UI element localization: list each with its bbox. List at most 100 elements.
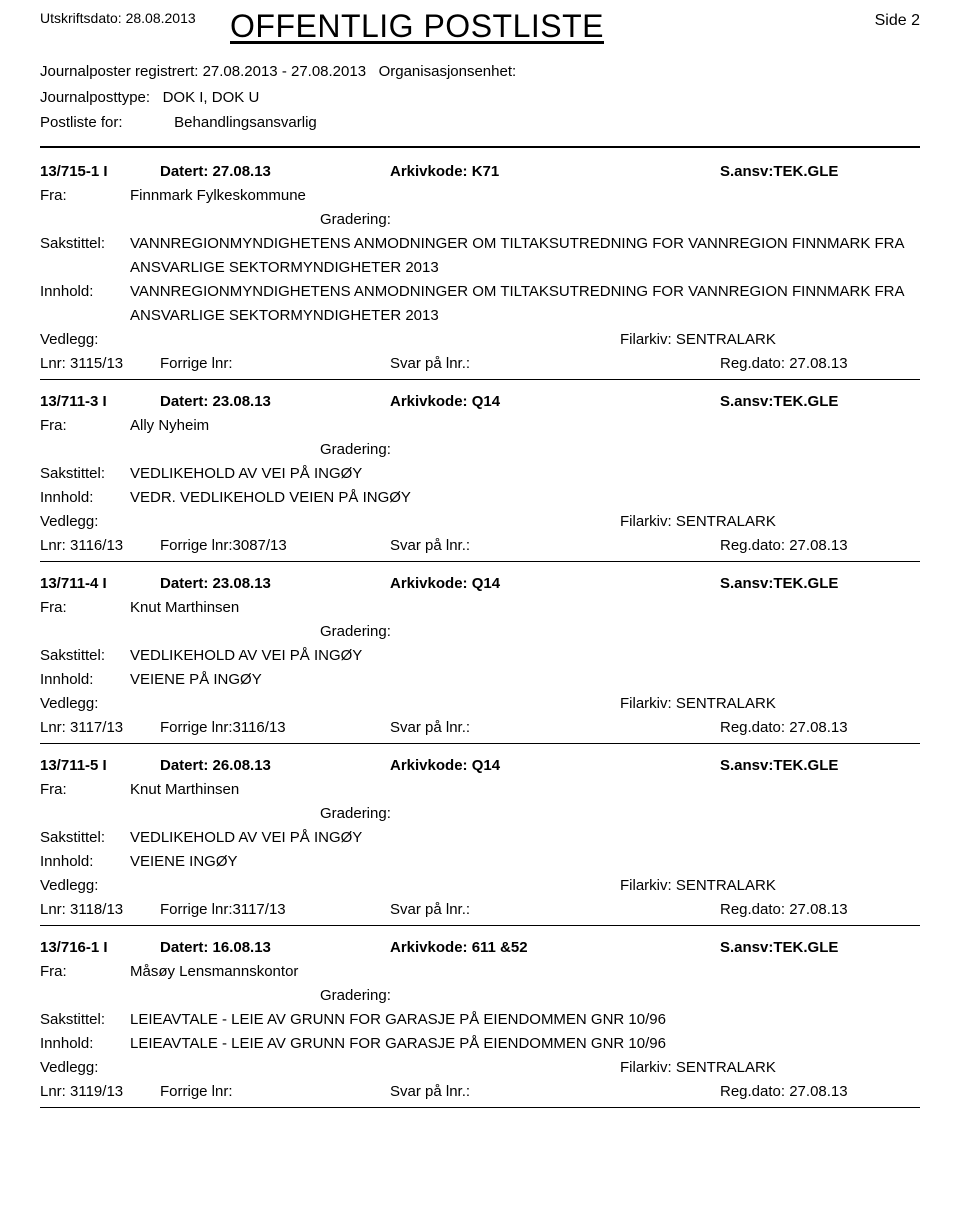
entry-fra: Fra:Ally Nyheim	[40, 414, 920, 438]
entry-header-line: 13/711-4 IDatert: 23.08.13Arkivkode: Q14…	[40, 572, 920, 596]
entry-datert: Datert: 27.08.13	[160, 160, 390, 184]
entry-jnr: 13/711-5 I	[40, 754, 160, 778]
entry-vedlegg-row: Vedlegg:Filarkiv: SENTRALARK	[40, 1056, 920, 1080]
entry-arkivkode: Arkivkode: K71	[390, 160, 720, 184]
entry-vedlegg-row: Vedlegg:Filarkiv: SENTRALARK	[40, 510, 920, 534]
entry-sansv: S.ansv:TEK.GLE	[720, 936, 920, 960]
entry-footer-line: Lnr: 3115/13Forrige lnr:Svar på lnr.:Reg…	[40, 352, 920, 380]
entry-svar: Svar på lnr.:	[390, 716, 720, 740]
entry-vedlegg: Vedlegg:	[40, 692, 620, 716]
entry-gradering: Gradering:	[40, 438, 920, 462]
entry-filarkiv: Filarkiv: SENTRALARK	[620, 692, 920, 716]
entry-filarkiv: Filarkiv: SENTRALARK	[620, 874, 920, 898]
entry-vedlegg: Vedlegg:	[40, 1056, 620, 1080]
entry-jnr: 13/711-4 I	[40, 572, 160, 596]
entry-datert: Datert: 23.08.13	[160, 390, 390, 414]
page: Utskriftsdato: 28.08.2013 OFFENTLIG POST…	[20, 0, 940, 1148]
entry-forrige: Forrige lnr:3087/13	[160, 534, 390, 558]
side-label: Side	[875, 12, 907, 29]
entry-svar: Svar på lnr.:	[390, 898, 720, 922]
entry-svar: Svar på lnr.:	[390, 1080, 720, 1104]
entry-sakstittel: Sakstittel:VEDLIKEHOLD AV VEI PÅ INGØY	[40, 462, 920, 486]
meta-org-label: Organisasjonsenhet:	[379, 63, 517, 80]
entry-datert: Datert: 16.08.13	[160, 936, 390, 960]
entry-footer-line: Lnr: 3117/13Forrige lnr:3116/13Svar på l…	[40, 716, 920, 744]
entry-gradering: Gradering:	[40, 620, 920, 644]
entry-header-line: 13/716-1 IDatert: 16.08.13Arkivkode: 611…	[40, 936, 920, 960]
entry-lnr: Lnr: 3117/13	[40, 716, 160, 740]
entry-sansv: S.ansv:TEK.GLE	[720, 390, 920, 414]
entry-datert: Datert: 23.08.13	[160, 572, 390, 596]
entry-innhold: Innhold:VEIENE INGØY	[40, 850, 920, 874]
entry-sansv: S.ansv:TEK.GLE	[720, 754, 920, 778]
entry-forrige: Forrige lnr:	[160, 1080, 390, 1104]
meta-registered-range: 27.08.2013 - 27.08.2013	[203, 63, 366, 80]
entry-arkivkode: Arkivkode: Q14	[390, 390, 720, 414]
entry-sakstittel: Sakstittel:VEDLIKEHOLD AV VEI PÅ INGØY	[40, 644, 920, 668]
entry-gradering: Gradering:	[40, 208, 920, 232]
print-date-label: Utskriftsdato:	[40, 10, 122, 26]
entry-lnr: Lnr: 3119/13	[40, 1080, 160, 1104]
entry-forrige: Forrige lnr:3116/13	[160, 716, 390, 740]
entry-svar: Svar på lnr.:	[390, 352, 720, 376]
entry-jnr: 13/711-3 I	[40, 390, 160, 414]
side-value: 2	[911, 12, 920, 29]
meta-postliste-value: Behandlingsansvarlig	[174, 114, 317, 131]
entry-arkivkode: Arkivkode: 611 &52	[390, 936, 720, 960]
entry-regdato: Reg.dato: 27.08.13	[720, 352, 920, 376]
entry-header-line: 13/711-5 IDatert: 26.08.13Arkivkode: Q14…	[40, 754, 920, 778]
entry-footer-line: Lnr: 3119/13Forrige lnr:Svar på lnr.:Reg…	[40, 1080, 920, 1108]
meta-postliste: Postliste for: Behandlingsansvarlig	[40, 110, 920, 136]
entry-filarkiv: Filarkiv: SENTRALARK	[620, 328, 920, 352]
entry-lnr: Lnr: 3116/13	[40, 534, 160, 558]
entry-footer-line: Lnr: 3118/13Forrige lnr:3117/13Svar på l…	[40, 898, 920, 926]
entry-header-line: 13/715-1 IDatert: 27.08.13Arkivkode: K71…	[40, 160, 920, 184]
journal-entry: 13/711-5 IDatert: 26.08.13Arkivkode: Q14…	[40, 754, 920, 926]
entry-lnr: Lnr: 3118/13	[40, 898, 160, 922]
page-title: OFFENTLIG POSTLISTE	[230, 8, 850, 45]
entries-list: 13/715-1 IDatert: 27.08.13Arkivkode: K71…	[40, 160, 920, 1108]
header-divider	[40, 146, 920, 148]
entry-jnr: 13/716-1 I	[40, 936, 160, 960]
entry-gradering: Gradering:	[40, 802, 920, 826]
header-row: Utskriftsdato: 28.08.2013 OFFENTLIG POST…	[40, 8, 920, 45]
entry-innhold: Innhold:VEDR. VEDLIKEHOLD VEIEN PÅ INGØY	[40, 486, 920, 510]
meta-registered-label: Journalposter registrert:	[40, 59, 198, 85]
entry-regdato: Reg.dato: 27.08.13	[720, 898, 920, 922]
entry-header-line: 13/711-3 IDatert: 23.08.13Arkivkode: Q14…	[40, 390, 920, 414]
entry-gradering: Gradering:	[40, 984, 920, 1008]
entry-svar: Svar på lnr.:	[390, 534, 720, 558]
journal-entry: 13/716-1 IDatert: 16.08.13Arkivkode: 611…	[40, 936, 920, 1108]
page-number: Side 2	[850, 8, 920, 30]
entry-forrige: Forrige lnr:3117/13	[160, 898, 390, 922]
entry-vedlegg: Vedlegg:	[40, 510, 620, 534]
entry-vedlegg-row: Vedlegg:Filarkiv: SENTRALARK	[40, 692, 920, 716]
entry-regdato: Reg.dato: 27.08.13	[720, 1080, 920, 1104]
entry-regdato: Reg.dato: 27.08.13	[720, 716, 920, 740]
meta-block: Journalposter registrert: 27.08.2013 - 2…	[40, 59, 920, 136]
entry-sakstittel: Sakstittel:LEIEAVTALE - LEIE AV GRUNN FO…	[40, 1008, 920, 1032]
journal-entry: 13/711-3 IDatert: 23.08.13Arkivkode: Q14…	[40, 390, 920, 562]
entry-sansv: S.ansv:TEK.GLE	[720, 572, 920, 596]
meta-posttype-label: Journalposttype:	[40, 85, 150, 111]
entry-sakstittel: Sakstittel:VANNREGIONMYNDIGHETENS ANMODN…	[40, 232, 920, 280]
entry-innhold: Innhold:VANNREGIONMYNDIGHETENS ANMODNING…	[40, 280, 920, 328]
entry-fra: Fra:Finnmark Fylkeskommune	[40, 184, 920, 208]
entry-fra: Fra:Måsøy Lensmannskontor	[40, 960, 920, 984]
entry-fra: Fra:Knut Marthinsen	[40, 596, 920, 620]
entry-footer-line: Lnr: 3116/13Forrige lnr:3087/13Svar på l…	[40, 534, 920, 562]
entry-datert: Datert: 26.08.13	[160, 754, 390, 778]
entry-fra: Fra:Knut Marthinsen	[40, 778, 920, 802]
entry-filarkiv: Filarkiv: SENTRALARK	[620, 510, 920, 534]
journal-entry: 13/715-1 IDatert: 27.08.13Arkivkode: K71…	[40, 160, 920, 380]
entry-innhold: Innhold:LEIEAVTALE - LEIE AV GRUNN FOR G…	[40, 1032, 920, 1056]
entry-vedlegg: Vedlegg:	[40, 874, 620, 898]
entry-vedlegg-row: Vedlegg:Filarkiv: SENTRALARK	[40, 328, 920, 352]
entry-arkivkode: Arkivkode: Q14	[390, 572, 720, 596]
meta-posttype: Journalposttype: DOK I, DOK U	[40, 85, 920, 111]
entry-vedlegg: Vedlegg:	[40, 328, 620, 352]
meta-postliste-label: Postliste for:	[40, 110, 170, 136]
entry-arkivkode: Arkivkode: Q14	[390, 754, 720, 778]
journal-entry: 13/711-4 IDatert: 23.08.13Arkivkode: Q14…	[40, 572, 920, 744]
entry-jnr: 13/715-1 I	[40, 160, 160, 184]
